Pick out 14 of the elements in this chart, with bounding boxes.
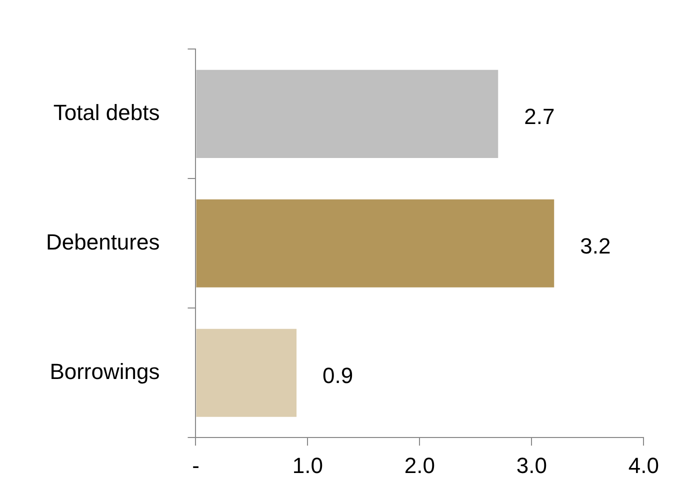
y-tick-label: Debentures xyxy=(46,229,160,254)
bar xyxy=(196,70,498,158)
x-tick-label: 3.0 xyxy=(516,452,548,478)
data-label: 2.7 xyxy=(524,104,555,129)
x-tick-label: 2.0 xyxy=(404,452,436,478)
data-label: 0.9 xyxy=(322,362,354,388)
data-label: 3.2 xyxy=(580,233,611,258)
bar xyxy=(196,328,297,417)
x-tick-label: 4.0 xyxy=(628,452,660,478)
y-tick-label: Total debts xyxy=(53,100,160,125)
bar xyxy=(196,199,554,288)
x-tick-label: 1.0 xyxy=(292,452,324,478)
x-tick-label: - xyxy=(192,452,200,478)
y-tick-label: Borrowings xyxy=(50,358,160,384)
